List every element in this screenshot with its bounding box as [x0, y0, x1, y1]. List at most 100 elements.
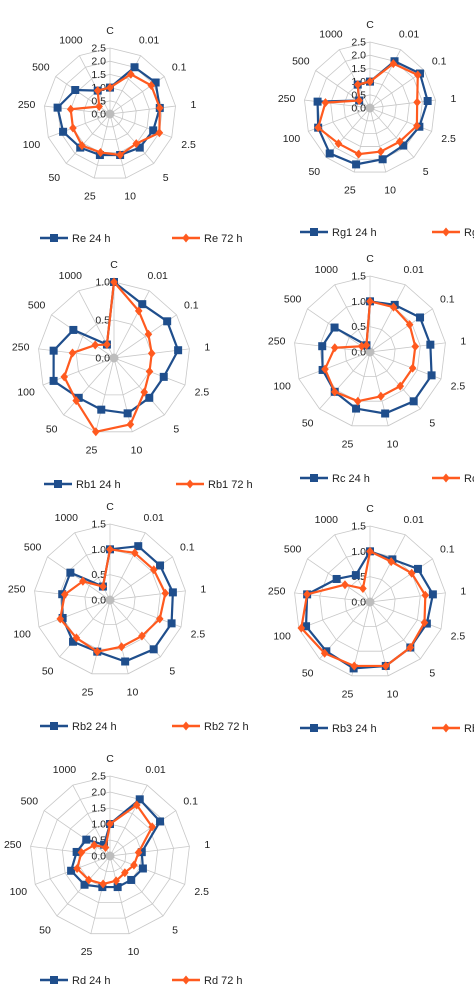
- category-label: 0.1: [440, 294, 455, 306]
- legend-marker: [50, 234, 58, 242]
- data-point: [59, 127, 68, 136]
- data-point: [84, 875, 93, 885]
- radial-tick-label: 1.0: [91, 819, 106, 831]
- data-point: [334, 139, 343, 149]
- data-point: [145, 393, 154, 402]
- grid-spoke: [91, 599, 111, 674]
- data-point: [341, 580, 349, 590]
- grid-ring: [93, 839, 127, 872]
- category-label: 100: [273, 380, 291, 392]
- data-point: [159, 372, 168, 381]
- category-label: 5: [163, 172, 169, 184]
- data-point: [155, 128, 164, 138]
- category-label: 0.1: [184, 300, 199, 312]
- category-label: 100: [23, 139, 41, 151]
- data-point: [74, 393, 83, 402]
- category-label: 2.5: [194, 886, 209, 898]
- data-point: [297, 623, 306, 633]
- data-point: [407, 568, 416, 578]
- data-point: [106, 819, 114, 829]
- data-point: [408, 363, 417, 373]
- data-point: [381, 409, 390, 418]
- grid-spoke: [325, 107, 371, 158]
- data-point: [396, 381, 405, 391]
- radial-tick-label: 0.0: [95, 353, 110, 365]
- grid-spoke: [109, 113, 127, 179]
- data-point: [135, 795, 144, 804]
- data-point: [72, 396, 81, 406]
- legend-marker: [310, 724, 318, 732]
- data-point: [69, 637, 78, 646]
- series-line: [317, 62, 419, 156]
- grid-spoke: [334, 284, 371, 353]
- data-point: [314, 123, 322, 133]
- legend-label: Re 72 h: [204, 233, 243, 245]
- data-point: [413, 564, 422, 573]
- category-label: 500: [21, 795, 39, 807]
- category-label: 5: [429, 667, 435, 679]
- data-point: [100, 840, 109, 849]
- data-point: [116, 150, 124, 160]
- category-label: 25: [81, 946, 93, 958]
- grid-ring: [84, 574, 136, 625]
- data-point: [90, 840, 98, 850]
- data-point: [73, 863, 81, 873]
- grid-spoke: [338, 49, 371, 109]
- category-label: 5: [169, 665, 175, 677]
- category-label: C: [106, 25, 114, 37]
- legend-label: Rb3 72 h: [464, 723, 474, 735]
- center-hub: [105, 109, 115, 119]
- data-point: [66, 568, 75, 577]
- data-point: [71, 86, 80, 95]
- data-point: [134, 306, 143, 316]
- grid-spoke: [30, 845, 111, 857]
- data-point: [330, 323, 339, 332]
- data-point: [357, 341, 366, 351]
- center-hub: [109, 353, 119, 363]
- data-point: [302, 622, 311, 631]
- grid-spoke: [78, 55, 111, 115]
- grid-ring: [294, 275, 446, 427]
- category-label: 1000: [319, 29, 343, 41]
- data-point: [318, 342, 327, 351]
- data-point: [378, 155, 387, 164]
- series-line: [69, 73, 161, 157]
- data-point: [389, 59, 398, 69]
- category-label: 250: [268, 336, 286, 348]
- data-point: [147, 81, 156, 91]
- category-label: 0.01: [139, 35, 160, 47]
- data-point: [411, 342, 420, 352]
- radar-panel: 0.00.51.01.52.02.5C0.010.112.55102550100…: [278, 19, 474, 239]
- data-point: [426, 340, 435, 349]
- grid-spoke: [109, 105, 176, 115]
- legend-label: Rg1 72 h: [464, 227, 474, 239]
- radar-panel: 0.00.51.01.5C0.010.112.55102550100250500…: [268, 503, 474, 735]
- category-label: 1: [204, 839, 210, 851]
- category-label: 1000: [55, 512, 79, 524]
- data-point: [112, 876, 120, 886]
- category-label: 500: [284, 294, 302, 306]
- data-point: [332, 574, 341, 583]
- category-label: C: [110, 259, 118, 271]
- grid-ring: [294, 525, 446, 677]
- data-point: [354, 149, 363, 159]
- category-label: 250: [12, 342, 30, 354]
- legend-label: Rc 72 h: [464, 473, 474, 485]
- data-point: [127, 69, 135, 79]
- data-point: [138, 300, 147, 309]
- category-label: 10: [387, 688, 399, 700]
- grid-spoke: [369, 534, 406, 603]
- grid-spoke: [298, 351, 371, 380]
- legend-marker: [442, 723, 450, 733]
- data-point: [145, 366, 154, 376]
- data-point: [60, 372, 69, 382]
- category-label: 5: [173, 423, 179, 435]
- data-point: [135, 143, 144, 152]
- category-label: 250: [278, 93, 296, 105]
- grid-spoke: [34, 590, 111, 601]
- data-point: [99, 879, 107, 889]
- grid-ring: [330, 67, 410, 147]
- category-label: 100: [10, 886, 28, 898]
- data-point: [366, 296, 374, 306]
- category-label: 50: [42, 665, 54, 677]
